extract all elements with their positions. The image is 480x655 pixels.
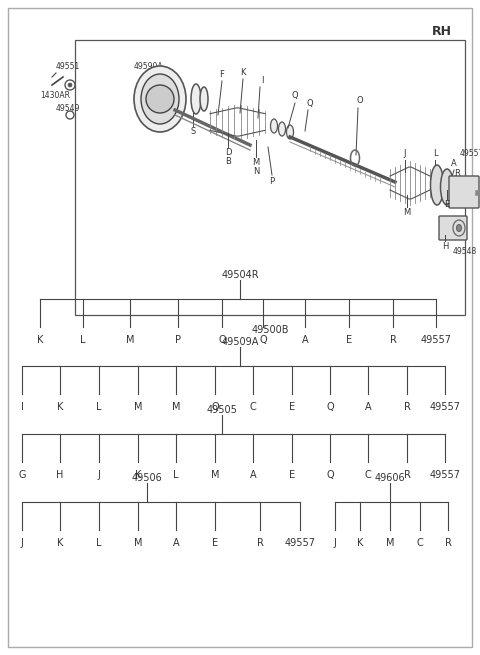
Text: R: R <box>404 470 410 480</box>
Text: 49549: 49549 <box>56 104 80 113</box>
Text: 49551: 49551 <box>56 62 80 71</box>
Text: L: L <box>432 149 437 158</box>
Text: B: B <box>225 157 231 166</box>
Text: P: P <box>175 335 181 345</box>
Text: M: M <box>134 538 142 548</box>
Text: 49557: 49557 <box>430 402 460 412</box>
Ellipse shape <box>141 74 179 124</box>
FancyBboxPatch shape <box>449 176 479 208</box>
Text: 49509A: 49509A <box>221 337 259 347</box>
Text: P: P <box>269 177 275 186</box>
Text: J: J <box>334 538 336 548</box>
Circle shape <box>68 83 72 87</box>
Ellipse shape <box>431 165 444 205</box>
Text: E: E <box>289 470 295 480</box>
Text: Q: Q <box>326 470 334 480</box>
Text: K: K <box>37 335 43 345</box>
Text: C: C <box>417 538 423 548</box>
Text: Q: Q <box>326 402 334 412</box>
Text: E: E <box>346 335 352 345</box>
Text: K: K <box>135 470 141 480</box>
Text: M: M <box>126 335 134 345</box>
Text: 49557: 49557 <box>460 149 480 158</box>
Text: Q: Q <box>218 335 226 345</box>
Text: M: M <box>172 402 180 412</box>
Text: R: R <box>454 169 460 178</box>
Text: 49606: 49606 <box>375 473 405 483</box>
Ellipse shape <box>271 119 277 133</box>
Text: L: L <box>80 335 86 345</box>
Bar <box>75 40 465 315</box>
Text: F: F <box>219 70 225 79</box>
Text: L: L <box>96 402 102 412</box>
Text: 49500B: 49500B <box>251 325 289 335</box>
Ellipse shape <box>287 125 293 139</box>
Text: K: K <box>57 538 63 548</box>
Text: Q: Q <box>259 335 267 345</box>
Text: A: A <box>451 159 457 168</box>
Text: A: A <box>250 470 256 480</box>
Text: RH: RH <box>432 25 452 38</box>
Text: M: M <box>211 470 219 480</box>
Text: 49557: 49557 <box>430 470 460 480</box>
Text: G: G <box>18 470 26 480</box>
Text: I: I <box>261 76 263 85</box>
Text: S: S <box>191 127 196 136</box>
Text: M: M <box>134 402 142 412</box>
Text: R: R <box>404 402 410 412</box>
Text: 49548: 49548 <box>453 247 477 256</box>
Text: 49504R: 49504R <box>221 270 259 280</box>
Text: E: E <box>289 402 295 412</box>
Text: J: J <box>404 149 406 158</box>
Text: I: I <box>21 402 24 412</box>
Text: D: D <box>225 148 231 157</box>
Text: M: M <box>403 208 410 217</box>
Text: R: R <box>444 538 451 548</box>
Text: 49557: 49557 <box>420 335 452 345</box>
Text: M: M <box>386 538 394 548</box>
Text: K: K <box>240 68 246 77</box>
Text: A: A <box>365 402 372 412</box>
Text: Q: Q <box>292 91 298 100</box>
Text: G: G <box>459 178 465 187</box>
Text: C: C <box>250 402 256 412</box>
Ellipse shape <box>278 122 286 136</box>
Text: A: A <box>173 538 180 548</box>
FancyBboxPatch shape <box>439 216 467 240</box>
Text: L: L <box>173 470 179 480</box>
Text: 49590A: 49590A <box>133 62 163 71</box>
Text: H: H <box>442 242 448 251</box>
Circle shape <box>146 85 174 113</box>
Text: H: H <box>56 470 64 480</box>
Text: 49505: 49505 <box>206 405 238 415</box>
Ellipse shape <box>456 225 461 231</box>
Text: L: L <box>96 538 102 548</box>
Text: 49506: 49506 <box>132 473 162 483</box>
Text: J: J <box>21 538 24 548</box>
Ellipse shape <box>200 87 208 111</box>
Text: J: J <box>97 470 100 480</box>
Text: M: M <box>252 158 260 167</box>
Text: Q: Q <box>211 402 219 412</box>
Text: N: N <box>253 167 259 176</box>
Text: K: K <box>57 402 63 412</box>
Text: 49557: 49557 <box>285 538 315 548</box>
Text: O: O <box>357 96 363 105</box>
Text: Q: Q <box>307 99 313 108</box>
Text: E: E <box>212 538 218 548</box>
Text: K: K <box>357 538 363 548</box>
Text: C: C <box>365 470 372 480</box>
Text: 1430AR: 1430AR <box>40 91 70 100</box>
Ellipse shape <box>441 169 454 205</box>
Text: E: E <box>444 200 450 209</box>
Ellipse shape <box>134 66 186 132</box>
Text: R: R <box>257 538 264 548</box>
Text: A: A <box>302 335 308 345</box>
Ellipse shape <box>191 84 201 114</box>
Text: R: R <box>390 335 396 345</box>
